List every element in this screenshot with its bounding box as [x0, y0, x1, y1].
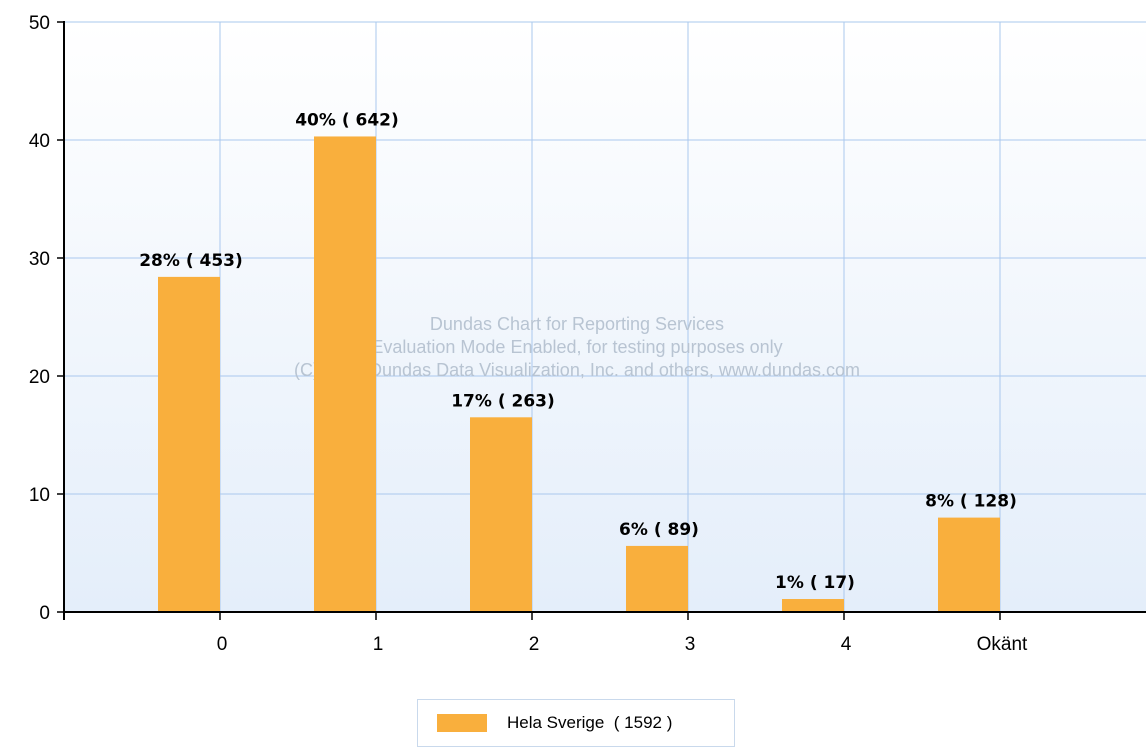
- bar: [314, 136, 376, 612]
- x-tick-label: Okänt: [977, 634, 1028, 655]
- x-tick-label: 3: [685, 634, 696, 655]
- y-tick-label: 30: [29, 249, 50, 270]
- bars: [158, 136, 1000, 612]
- plot-area: [64, 22, 1146, 612]
- data-label: 8% ( 128): [925, 492, 1017, 512]
- y-tick-label: 50: [29, 13, 50, 34]
- bar: [470, 417, 532, 612]
- legend: Hela Sverige ( 1592 ): [417, 699, 735, 747]
- x-tick-label: 2: [529, 634, 540, 655]
- watermark: Dundas Chart for Reporting Services Evalu…: [294, 314, 860, 380]
- chart: Dundas Chart for Reporting Services Evalu…: [29, 13, 1146, 655]
- y-tick-label: 10: [29, 485, 50, 506]
- y-tick-label: 40: [29, 131, 50, 152]
- grid-lines: [64, 21, 1146, 612]
- axes: 0 10 20 30 40 50 0 1 2 3 4 Okänt: [29, 13, 1146, 655]
- watermark-line: Evaluation Mode Enabled, for testing pur…: [371, 337, 782, 357]
- data-label: 6% ( 89): [619, 520, 699, 540]
- bar: [782, 599, 844, 612]
- watermark-line: (C) 2007 Dundas Data Visualization, Inc.…: [294, 360, 860, 380]
- data-label: 17% ( 263): [451, 391, 555, 411]
- bar: [938, 517, 1000, 612]
- x-tick-label: 0: [217, 634, 228, 655]
- y-tick-label: 0: [39, 603, 50, 624]
- bar: [158, 276, 220, 612]
- data-label: 28% ( 453): [139, 251, 243, 271]
- legend-label: Hela Sverige ( 1592 ): [507, 713, 673, 732]
- x-tick-label: 4: [841, 634, 852, 655]
- x-tick-label: 1: [373, 634, 384, 655]
- data-labels: 28% ( 453) 40% ( 642) 17% ( 263) 6% ( 89) 1%…: [139, 110, 1017, 593]
- y-tick-label: 20: [29, 367, 50, 388]
- legend-swatch: [437, 714, 487, 732]
- data-label: 40% ( 642): [295, 110, 399, 130]
- data-label: 1% ( 17): [775, 573, 855, 593]
- watermark-line: Dundas Chart for Reporting Services: [430, 314, 724, 334]
- bar: [626, 545, 688, 612]
